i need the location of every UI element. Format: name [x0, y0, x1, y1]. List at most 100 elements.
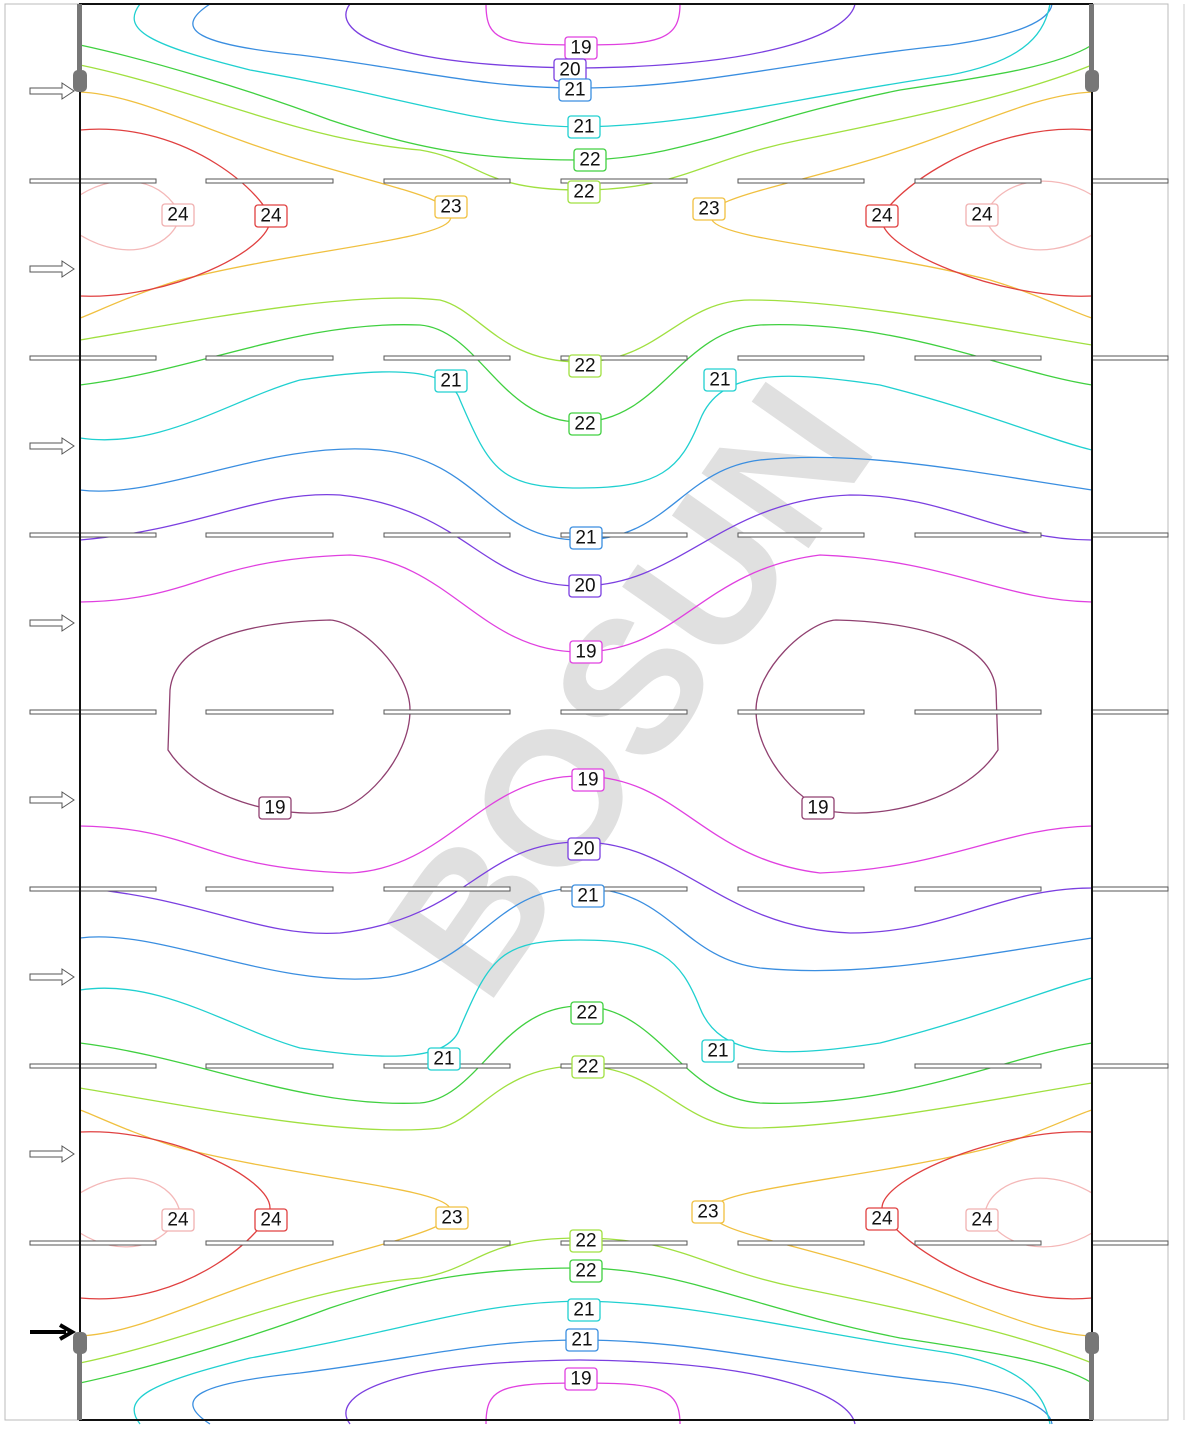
label-box: [703, 368, 737, 392]
luminaire: [383, 886, 511, 892]
contour-label: 21: [571, 1330, 592, 1351]
luminaire: [29, 355, 157, 361]
contour-label: 23: [441, 1208, 462, 1229]
contour-label: 23: [698, 199, 719, 220]
luminaire: [29, 709, 157, 715]
luminaire: [1091, 355, 1169, 361]
label-box: [427, 1047, 461, 1071]
luminaire: [29, 1240, 157, 1246]
luminaire: [205, 178, 334, 184]
luminaire: [737, 709, 865, 715]
luminaire: [205, 1063, 334, 1069]
contour: [133, 3, 1051, 128]
contour: [984, 180, 1093, 251]
label-box: [571, 1055, 605, 1079]
label-box: [434, 195, 468, 219]
contour-label: 24: [971, 205, 993, 226]
label-box: [573, 148, 607, 172]
window-arrow: [29, 968, 75, 986]
contour-label: 24: [971, 1210, 993, 1231]
contour: [79, 448, 1093, 541]
luminaire: [914, 178, 1042, 184]
contour-label: 19: [570, 1369, 591, 1390]
contour-label: 19: [570, 38, 591, 59]
label-box: [570, 1001, 604, 1025]
contour-label: 23: [697, 1202, 718, 1223]
contour-label: 24: [167, 1210, 189, 1231]
window-arrow: [29, 1145, 75, 1163]
window-arrow: [29, 791, 75, 809]
contour-label: 21: [433, 1049, 454, 1070]
luminaire: [1091, 1240, 1169, 1246]
posts: [73, 4, 1099, 1420]
luminaire: [383, 178, 511, 184]
label-box: [569, 1229, 603, 1253]
label-box: [965, 1208, 999, 1232]
contour-label: 21: [440, 371, 461, 392]
luminaire: [737, 355, 865, 361]
contour-label: 22: [576, 1003, 597, 1024]
label-box: [701, 1039, 735, 1063]
contour-label: 20: [559, 60, 580, 81]
contour-label: 20: [573, 839, 594, 860]
contour-label: 24: [871, 1209, 893, 1230]
contour-label: 22: [577, 1057, 598, 1078]
contour-label: 24: [871, 206, 893, 227]
label-box: [692, 197, 726, 221]
luminaire: [560, 709, 688, 715]
label-box: [569, 1259, 603, 1283]
post-cap: [73, 1332, 87, 1354]
luminaire: [383, 709, 511, 715]
luminaire: [383, 532, 511, 538]
contour-label: 21: [577, 886, 598, 907]
luminaire: [29, 178, 157, 184]
luminaire: [914, 886, 1042, 892]
post-cap: [73, 70, 87, 92]
luminaire: [29, 886, 157, 892]
label-box: [571, 768, 605, 792]
label-box: [565, 1328, 599, 1352]
label-box: [258, 796, 292, 820]
luminaire: [737, 886, 865, 892]
luminaire: [1091, 178, 1169, 184]
luminaire: [29, 1063, 157, 1069]
luminaire: [383, 1240, 511, 1246]
room-outline: [79, 3, 1093, 1421]
contour-label: 22: [574, 414, 595, 435]
luminaire: [205, 1240, 334, 1246]
label-box: [865, 1207, 899, 1231]
post: [77, 1340, 82, 1420]
post: [1089, 4, 1094, 84]
luminaire: [737, 178, 865, 184]
luminaire: [205, 709, 334, 715]
label-box: [569, 640, 603, 664]
label-box: [567, 837, 601, 861]
contour: [167, 619, 411, 814]
post-cap: [1085, 1332, 1099, 1354]
contour-label: 22: [575, 1261, 596, 1282]
contour-label: 19: [807, 798, 828, 819]
luminaire: [560, 532, 688, 538]
contour-label: 21: [573, 117, 594, 138]
contour-label: 21: [564, 80, 585, 101]
label-box: [571, 884, 605, 908]
label-box: [564, 1367, 598, 1391]
luminaire: [914, 532, 1042, 538]
label-box: [568, 574, 602, 598]
contour-label: 24: [260, 206, 282, 227]
label-box: [569, 526, 603, 550]
window-arrow: [29, 437, 75, 455]
label-box: [568, 354, 602, 378]
label-box: [567, 115, 601, 139]
entry-arrow: [30, 1323, 76, 1341]
contour-label: 24: [260, 1210, 282, 1231]
luminaire: [1091, 709, 1169, 715]
luminaire: [1091, 532, 1169, 538]
window-arrow: [29, 614, 75, 632]
contour-label: 19: [575, 642, 596, 663]
contour-label: 23: [440, 197, 461, 218]
contour-label: 24: [167, 205, 189, 226]
contour-label: 21: [709, 370, 730, 391]
